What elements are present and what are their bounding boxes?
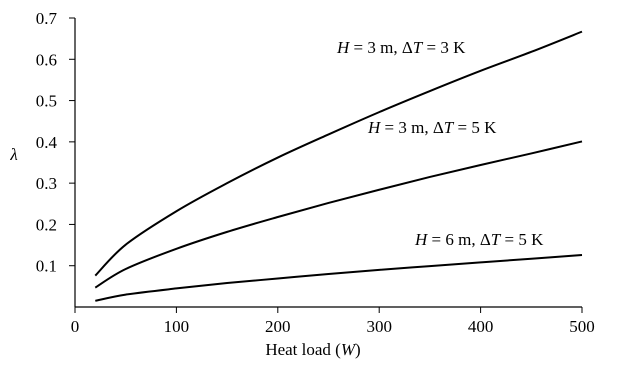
y-tick-label: 0.3 xyxy=(36,174,57,193)
series-label-end: = 3 K xyxy=(422,38,466,57)
series-label-var2: T xyxy=(413,38,424,57)
x-tick-label: 500 xyxy=(569,317,595,336)
series-label-var: H xyxy=(336,38,351,57)
series-line-3 xyxy=(95,253,583,302)
y-tick-label: 0.1 xyxy=(36,257,57,276)
x-tick-label: 200 xyxy=(265,317,291,336)
series-label-3: H = 6 m, ΔT = 5 K xyxy=(414,230,544,249)
y-axis-title: λ xyxy=(9,145,17,164)
y-tick-label: 0.2 xyxy=(36,215,57,234)
series-label-end: = 5 K xyxy=(500,230,544,249)
x-axis-title: Heat load (W) xyxy=(265,340,360,359)
series-label-var2: T xyxy=(491,230,502,249)
series-label-mid: = 3 m, Δ xyxy=(349,38,413,57)
series-label-1: H = 3 m, ΔT = 3 K xyxy=(336,38,466,57)
series-label-var: H xyxy=(367,118,382,137)
series-label-var: H xyxy=(414,230,429,249)
series-label-2: H = 3 m, ΔT = 5 K xyxy=(367,118,497,137)
plot-area: 0 100 200 300 400 500 0.1 0.2 0.3 0.4 0.5 0.6 0.7 H… xyxy=(36,9,595,336)
x-tick-label: 400 xyxy=(468,317,494,336)
series-label-mid: = 3 m, Δ xyxy=(380,118,444,137)
x-tick-label: 100 xyxy=(164,317,190,336)
y-tick-label: 0.5 xyxy=(36,92,57,111)
x-axis-title-end: ) xyxy=(355,340,361,359)
x-tick-label: 300 xyxy=(366,317,392,336)
x-axis-title-main: Heat load ( xyxy=(265,340,341,359)
series-label-var2: T xyxy=(444,118,455,137)
x-ticks: 0 100 200 300 400 500 xyxy=(71,307,595,336)
x-tick-label: 0 xyxy=(71,317,80,336)
series-label-end: = 5 K xyxy=(453,118,497,137)
series-line-1 xyxy=(94,30,583,277)
y-tick-label: 0.7 xyxy=(36,9,58,28)
y-tick-label: 0.4 xyxy=(36,133,58,152)
x-axis-title-var: W xyxy=(341,340,357,359)
series-line-2 xyxy=(94,140,583,289)
y-ticks: 0.1 0.2 0.3 0.4 0.5 0.6 0.7 xyxy=(36,9,75,276)
series-lines xyxy=(94,30,583,302)
series-label-mid: = 6 m, Δ xyxy=(427,230,491,249)
y-tick-label: 0.6 xyxy=(36,50,57,69)
series-labels: H = 3 m, ΔT = 3 KH = 3 m, ΔT = 5 KH = 6 … xyxy=(336,38,544,249)
